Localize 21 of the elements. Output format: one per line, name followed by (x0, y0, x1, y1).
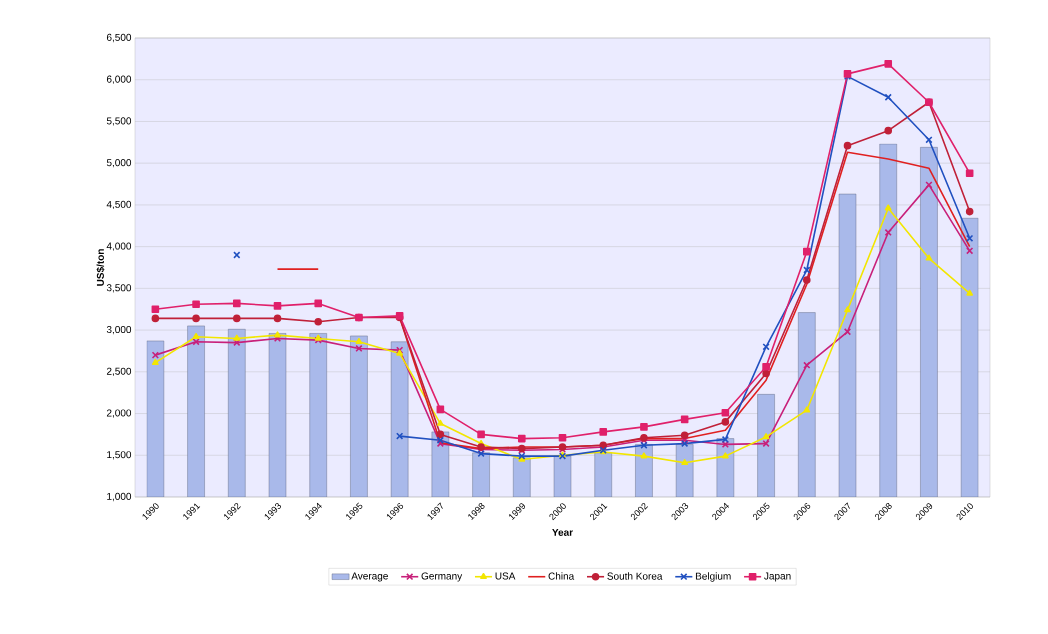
y-tick-label: 1,500 (107, 451, 132, 460)
y-tick-label: 5,000 (106, 159, 132, 168)
legend-label: Japan (764, 572, 791, 582)
legend-label: Average (351, 572, 388, 582)
y-tick-label: 4,000 (106, 242, 132, 251)
legend-label: South Korea (607, 572, 663, 580)
legend-label: Belgium (695, 572, 731, 582)
y-tick-label: 2,500 (106, 367, 132, 376)
y-tick-label: 3,500 (106, 284, 132, 293)
y-tick-label: 5,500 (106, 117, 132, 126)
legend-label: USA (495, 572, 516, 580)
y-tick-label: 4,500 (106, 200, 132, 210)
x-axis-title: Year (552, 528, 573, 536)
legend-label: Germany (421, 572, 463, 582)
y-tick-label: 2,000 (106, 409, 132, 418)
y-tick-label: 3,000 (106, 325, 132, 335)
legend-label: China (548, 572, 575, 580)
y-tick-label: 6,500 (106, 33, 132, 43)
y-tick-label: 6,000 (106, 75, 132, 84)
y-axis-title: US$/ton (96, 249, 105, 286)
y-tick-label: 1,000 (107, 492, 132, 502)
